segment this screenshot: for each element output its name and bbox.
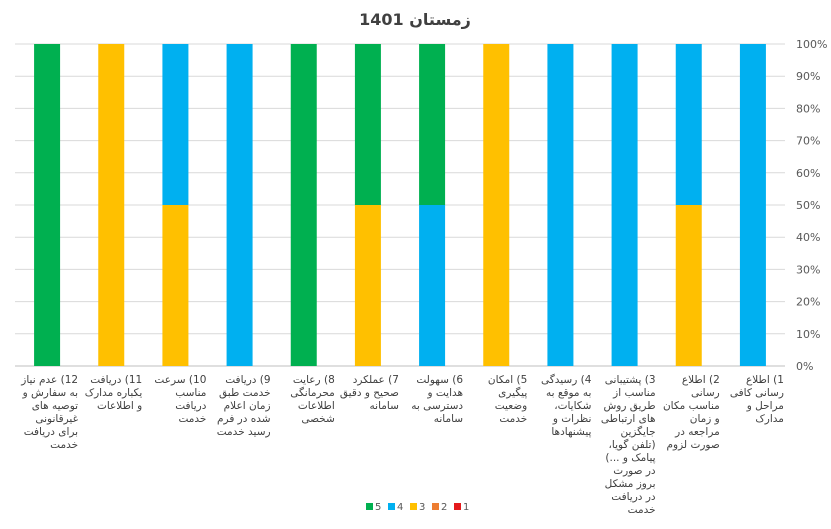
bar-segment [547,44,574,366]
x-tick-label: 6) سهولت هدایت و دسترسی به سامانه [411,374,464,425]
legend-label: 5 [375,502,381,513]
bar-segment [675,44,702,205]
y-tick-label: 30% [796,263,820,276]
x-tick-label: 11) دریافت یکباره مدارک و اطلاعات [84,374,143,412]
x-tick-label: 1) اطلاع رسانی کافی مراحل و مدارک [729,374,784,425]
bar-segment [354,205,381,366]
y-tick-label: 70% [796,135,820,148]
x-tick-label: 7) عملکرد صحیح و دقیق سامانه [339,374,399,412]
y-tick-label: 0% [796,360,813,373]
bar-segment [290,44,317,366]
bar-segment [419,205,446,366]
y-tick-label: 10% [796,328,820,341]
y-tick-label: 60% [796,167,820,180]
bar-segment [419,44,446,205]
legend-label: 4 [397,502,403,513]
legend-label: 2 [441,502,447,513]
x-tick-label: 4) رسیدگی به موقع به شکایات، نظرات و پیش… [540,374,592,438]
x-tick-label: 10) سرعت مناسب دریافت خدمت [154,374,207,425]
x-tick-label: 12) عدم نیاز به سفارش و توصیه های غیرقان… [21,374,79,451]
y-tick-label: 20% [796,296,820,309]
chart-title: زمستان 1401 [359,10,471,29]
y-tick-label: 100% [796,38,827,51]
y-tick-label: 50% [796,199,820,212]
legend-swatch [410,503,417,510]
bar-segment [34,44,61,366]
y-axis-ticks: 0% 10% 20% 30% 40% 50% 60% 70% 80% 90% 100% [796,38,827,373]
x-tick-label: 9) دریافت خدمت طبق زمان اعلام شده در فرم… [216,374,271,438]
y-tick-label: 90% [796,70,820,83]
legend-label: 3 [419,502,425,513]
legend-swatch [388,503,395,510]
bar-segment [226,44,253,366]
y-tick-label: 40% [796,231,820,244]
bar-segment [354,44,381,205]
bar-segment [675,205,702,366]
x-tick-label: 8) رعایت محرمانگی اطلاعات شخصی [290,374,335,425]
bar-segment [739,44,766,366]
bars [34,44,766,366]
gridlines [15,43,785,367]
legend: 5 4 3 2 1 [366,502,469,513]
legend-swatch [454,503,461,510]
x-tick-label: 5) امکان پیگیری وضعیت خدمت [487,374,528,425]
legend-label: 1 [463,502,469,513]
bar-segment [611,44,638,366]
x-tick-label: 2) اطلاع رسانی مناسب مکان و زمان مراجعه … [662,374,720,451]
bar-segment [98,44,125,366]
bar-segment [483,44,510,366]
bar-segment [162,205,189,366]
legend-swatch [366,503,373,510]
bar-segment [162,44,189,205]
y-tick-label: 80% [796,102,820,115]
x-tick-label: 3) پشتیبانی مناسب از طریق روش های ارتباط… [600,374,656,516]
legend-swatch [432,503,439,510]
